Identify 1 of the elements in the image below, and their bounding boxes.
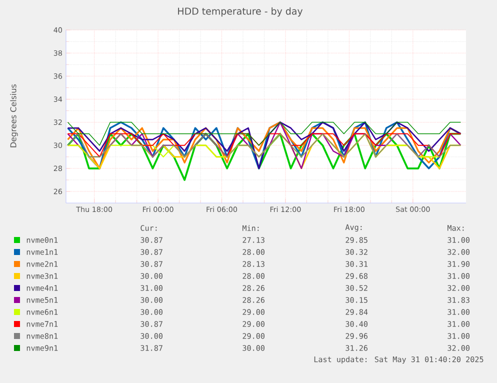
- chart-title: HDD temperature - by day: [178, 7, 303, 17]
